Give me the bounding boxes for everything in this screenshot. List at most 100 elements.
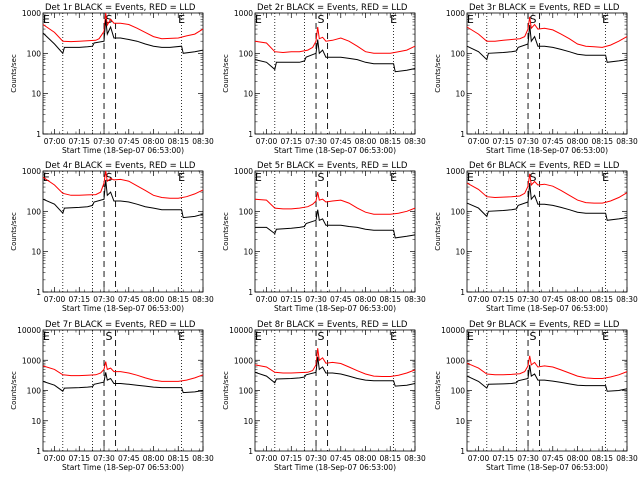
panel-det-2: Det 2r BLACK = Events, RED = LLD 1 10 100 10… bbox=[222, 3, 426, 155]
x-tick-label: 07:30 bbox=[93, 454, 115, 463]
y-tick-label: 10 bbox=[243, 248, 253, 257]
x-tick-label: 07:00 bbox=[44, 454, 66, 463]
panel-title: Det 7r BLACK = Events, RED = LLD bbox=[45, 320, 196, 330]
y-tick-label: 1000 bbox=[22, 356, 41, 365]
x-axis-label: Start Time (18-Sep-07 06:53:00) bbox=[62, 463, 184, 472]
y-tick-label: 1 bbox=[36, 288, 41, 297]
x-tick-label: 07:15 bbox=[68, 295, 90, 304]
x-tick-label: 08:00 bbox=[567, 295, 589, 304]
x-tick-label: 07:45 bbox=[330, 137, 352, 146]
panel-det-7: Det 7r BLACK = Events, RED = LLD 1 10 100 10… bbox=[10, 320, 214, 472]
marker-e: E bbox=[178, 330, 185, 343]
y-tick-label: 100 bbox=[27, 207, 42, 216]
y-tick-label: 1000 bbox=[22, 167, 41, 176]
panel-title: Det 6r BLACK = Events, RED = LLD bbox=[469, 161, 620, 171]
x-tick-label: 08:30 bbox=[616, 137, 638, 146]
x-tick-label: 07:45 bbox=[118, 295, 140, 304]
x-axis-label: Start Time (18-Sep-07 06:53:00) bbox=[486, 463, 608, 472]
marker-e: E bbox=[390, 171, 397, 184]
series-events-line bbox=[254, 356, 416, 387]
x-tick-label: 07:15 bbox=[68, 137, 90, 146]
x-tick-label: 07:00 bbox=[256, 295, 278, 304]
series-lld-line bbox=[466, 16, 628, 48]
x-tick-label: 08:00 bbox=[355, 137, 377, 146]
x-tick-label: 07:00 bbox=[256, 454, 278, 463]
marker-e: E bbox=[467, 330, 474, 343]
x-tick-label: 08:00 bbox=[567, 137, 589, 146]
y-tick-label: 1 bbox=[460, 130, 465, 139]
x-tick-label: 08:00 bbox=[355, 295, 377, 304]
x-axis-label: Start Time (18-Sep-07 06:53:00) bbox=[62, 304, 184, 313]
x-tick-label: 08:00 bbox=[143, 137, 165, 146]
plot-frame bbox=[42, 329, 204, 452]
x-tick-label: 07:15 bbox=[280, 295, 302, 304]
y-axis-label: Counts/sec bbox=[10, 54, 18, 93]
x-tick-label: 08:00 bbox=[355, 454, 377, 463]
y-axis-label: Counts/sec bbox=[10, 371, 18, 410]
y-tick-label: 10000 bbox=[229, 326, 253, 335]
plot-frame bbox=[42, 12, 204, 135]
x-tick-label: 08:00 bbox=[143, 454, 165, 463]
x-tick-label: 08:15 bbox=[591, 454, 613, 463]
panel-title: Det 1r BLACK = Events, RED = LLD bbox=[45, 3, 196, 13]
panel-det-9: Det 9r BLACK = Events, RED = LLD 1 10 100 10… bbox=[434, 320, 638, 472]
x-tick-label: 07:30 bbox=[517, 295, 539, 304]
panel-det-3: Det 3r BLACK = Events, RED = LLD 1 10 100 10… bbox=[434, 3, 638, 155]
x-axis-label: Start Time (18-Sep-07 06:53:00) bbox=[274, 463, 396, 472]
y-tick-label: 100 bbox=[27, 49, 42, 58]
marker-s: S bbox=[105, 171, 112, 184]
marker-e: E bbox=[467, 13, 474, 26]
y-tick-label: 1 bbox=[460, 447, 465, 456]
x-tick-label: 08:15 bbox=[379, 137, 401, 146]
marker-s: S bbox=[105, 330, 112, 343]
x-tick-label: 08:15 bbox=[167, 137, 189, 146]
marker-e: E bbox=[602, 330, 609, 343]
x-axis-label: Start Time (18-Sep-07 06:53:00) bbox=[486, 146, 608, 155]
y-tick-label: 100 bbox=[239, 49, 254, 58]
y-tick-label: 10 bbox=[455, 90, 465, 99]
x-tick-label: 07:15 bbox=[280, 137, 302, 146]
panel-title: Det 9r BLACK = Events, RED = LLD bbox=[469, 320, 620, 330]
y-tick-label: 10 bbox=[455, 248, 465, 257]
x-tick-label: 07:00 bbox=[468, 295, 490, 304]
y-tick-label: 1000 bbox=[22, 9, 41, 18]
x-tick-label: 07:00 bbox=[256, 137, 278, 146]
marker-s: S bbox=[529, 13, 536, 26]
plot-frame bbox=[466, 329, 628, 452]
x-tick-label: 08:30 bbox=[616, 295, 638, 304]
series-lld-line bbox=[466, 173, 628, 204]
x-tick-label: 07:45 bbox=[330, 295, 352, 304]
x-tick-label: 08:30 bbox=[616, 454, 638, 463]
y-tick-label: 1000 bbox=[446, 9, 465, 18]
x-tick-label: 07:45 bbox=[330, 454, 352, 463]
x-tick-label: 08:30 bbox=[404, 137, 426, 146]
panel-det-5: Det 5r BLACK = Events, RED = LLD 1 10 100 10… bbox=[222, 161, 426, 313]
x-tick-label: 07:30 bbox=[517, 137, 539, 146]
series-lld-line bbox=[254, 192, 416, 215]
plot-frame bbox=[466, 170, 628, 293]
panel-title: Det 3r BLACK = Events, RED = LLD bbox=[469, 3, 620, 13]
y-tick-label: 10 bbox=[455, 417, 465, 426]
y-tick-label: 1 bbox=[248, 130, 253, 139]
x-tick-label: 07:15 bbox=[492, 137, 514, 146]
x-tick-label: 07:45 bbox=[542, 137, 564, 146]
y-tick-label: 1000 bbox=[234, 167, 253, 176]
series-events-line bbox=[42, 19, 204, 55]
marker-e: E bbox=[178, 171, 185, 184]
y-axis-label: Counts/sec bbox=[434, 371, 442, 410]
y-tick-label: 100 bbox=[451, 49, 466, 58]
panel-det-6: Det 6r BLACK = Events, RED = LLD 1 10 100 10… bbox=[434, 161, 638, 313]
y-tick-label: 1 bbox=[36, 130, 41, 139]
marker-e: E bbox=[255, 171, 262, 184]
x-axis-label: Start Time (18-Sep-07 06:53:00) bbox=[274, 304, 396, 313]
panel-title: Det 8r BLACK = Events, RED = LLD bbox=[257, 320, 408, 330]
series-events-line bbox=[466, 364, 628, 392]
series-lld-line bbox=[254, 26, 416, 54]
series-events-line bbox=[42, 179, 204, 219]
y-axis-label: Counts/sec bbox=[222, 371, 230, 410]
x-tick-label: 07:30 bbox=[305, 295, 327, 304]
panel-det-8: Det 8r BLACK = Events, RED = LLD 1 10 100 10… bbox=[222, 320, 426, 472]
marker-e: E bbox=[467, 171, 474, 184]
y-tick-label: 10000 bbox=[17, 326, 41, 335]
x-tick-label: 07:45 bbox=[542, 454, 564, 463]
